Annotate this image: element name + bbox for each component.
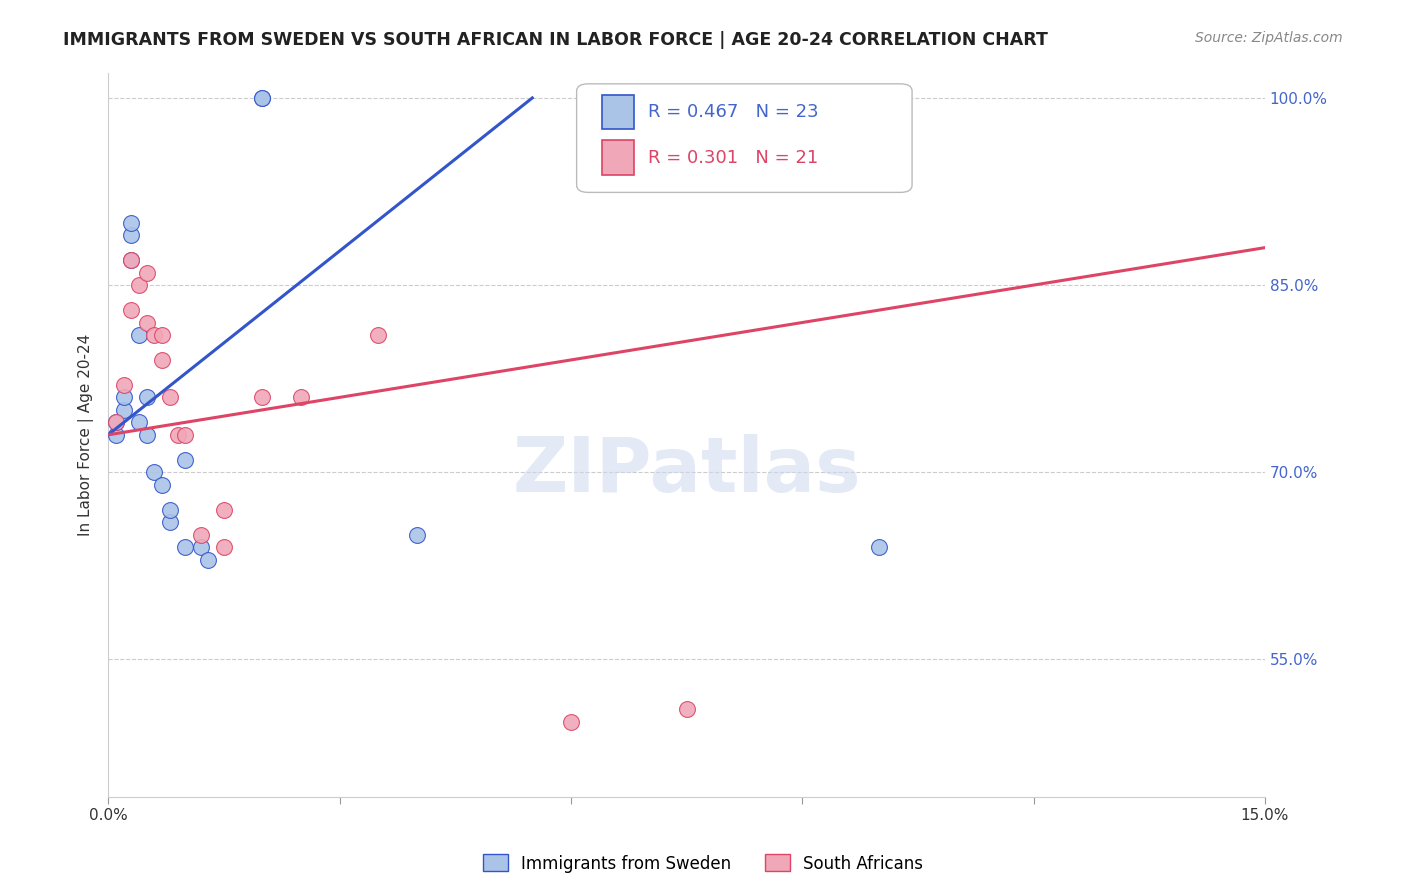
Point bbox=[120, 253, 142, 268]
Point bbox=[159, 515, 181, 529]
Point bbox=[135, 391, 157, 405]
Point bbox=[104, 415, 127, 429]
Point bbox=[135, 266, 157, 280]
Point bbox=[367, 328, 389, 343]
Point bbox=[120, 253, 142, 268]
Point bbox=[135, 316, 157, 330]
Point bbox=[120, 303, 142, 318]
Point bbox=[150, 353, 173, 368]
Legend: Immigrants from Sweden, South Africans: Immigrants from Sweden, South Africans bbox=[477, 847, 929, 880]
Point bbox=[868, 540, 890, 554]
Point bbox=[174, 452, 197, 467]
Point bbox=[120, 228, 142, 243]
Point bbox=[128, 328, 150, 343]
Point bbox=[143, 465, 166, 479]
Point bbox=[150, 477, 173, 491]
Point bbox=[159, 391, 181, 405]
Point bbox=[104, 427, 127, 442]
Text: ZIPatlas: ZIPatlas bbox=[512, 434, 860, 508]
Point bbox=[675, 702, 697, 716]
FancyBboxPatch shape bbox=[602, 140, 634, 175]
Point bbox=[150, 328, 173, 343]
Point bbox=[166, 427, 188, 442]
Point bbox=[174, 540, 197, 554]
Y-axis label: In Labor Force | Age 20-24: In Labor Force | Age 20-24 bbox=[79, 334, 94, 536]
Point bbox=[405, 527, 427, 541]
Text: R = 0.301   N = 21: R = 0.301 N = 21 bbox=[648, 149, 818, 167]
Point bbox=[120, 216, 142, 230]
Point bbox=[290, 391, 312, 405]
Point bbox=[190, 527, 212, 541]
Point bbox=[560, 714, 582, 729]
FancyBboxPatch shape bbox=[602, 95, 634, 129]
Point bbox=[112, 402, 135, 417]
Point bbox=[252, 91, 274, 105]
Point bbox=[143, 328, 166, 343]
Point bbox=[159, 502, 181, 516]
Point bbox=[128, 278, 150, 293]
Point bbox=[104, 415, 127, 429]
FancyBboxPatch shape bbox=[576, 84, 912, 193]
Point bbox=[128, 415, 150, 429]
Point bbox=[112, 378, 135, 392]
Text: R = 0.467   N = 23: R = 0.467 N = 23 bbox=[648, 103, 818, 121]
Point bbox=[135, 427, 157, 442]
Point bbox=[212, 502, 235, 516]
Point bbox=[252, 91, 274, 105]
Text: Source: ZipAtlas.com: Source: ZipAtlas.com bbox=[1195, 31, 1343, 45]
Point bbox=[190, 540, 212, 554]
Point bbox=[252, 391, 274, 405]
Text: IMMIGRANTS FROM SWEDEN VS SOUTH AFRICAN IN LABOR FORCE | AGE 20-24 CORRELATION C: IMMIGRANTS FROM SWEDEN VS SOUTH AFRICAN … bbox=[63, 31, 1047, 49]
Point bbox=[174, 427, 197, 442]
Point bbox=[112, 391, 135, 405]
Point bbox=[197, 552, 219, 566]
Point bbox=[212, 540, 235, 554]
